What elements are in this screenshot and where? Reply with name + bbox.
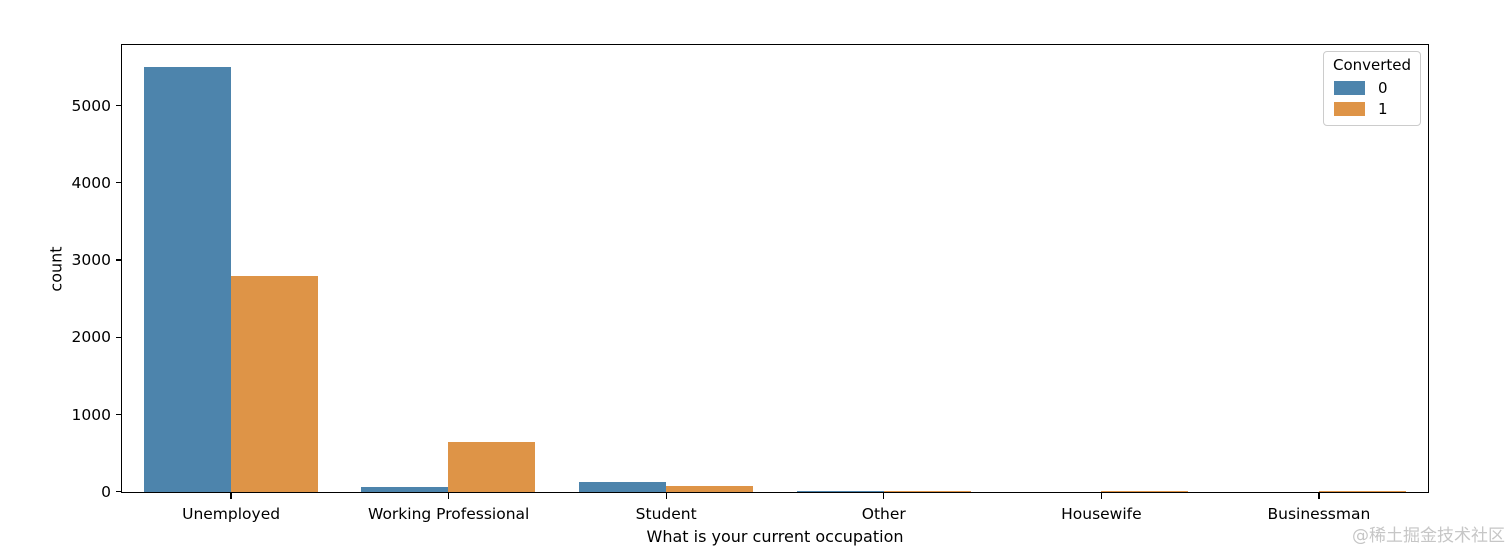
bar-other-series-0 xyxy=(796,491,884,492)
legend-color-patch xyxy=(1334,101,1365,116)
y-tick-label-0: 0 xyxy=(101,482,111,501)
bar-working-professional-series-1 xyxy=(448,441,536,492)
bar-housewife-series-1 xyxy=(1101,491,1189,492)
x-tick-label-businessman: Businessman xyxy=(1267,505,1371,523)
x-axis-label: What is your current occupation xyxy=(646,527,904,546)
y-tick-mark xyxy=(115,182,122,184)
y-tick-mark xyxy=(115,259,122,261)
x-tick-label-housewife: Housewife xyxy=(1061,505,1142,523)
x-tick-mark xyxy=(448,493,450,499)
bar-unemployed-series-1 xyxy=(230,275,318,492)
plot-area xyxy=(121,44,1429,493)
bar-student-series-1 xyxy=(665,485,753,492)
x-tick-label-working-professional: Working Professional xyxy=(368,505,530,523)
legend-entry-label: 1 xyxy=(1378,99,1388,118)
x-tick-mark xyxy=(665,493,667,499)
bar-unemployed-series-0 xyxy=(143,67,231,492)
bar-other-series-1 xyxy=(883,491,971,492)
bar-working-professional-series-0 xyxy=(361,487,449,492)
y-tick-label-3000: 3000 xyxy=(71,251,111,269)
bar-businessman-series-1 xyxy=(1318,491,1406,492)
y-tick-mark xyxy=(115,336,122,338)
legend-row-1: 1 xyxy=(1332,98,1412,119)
x-tick-mark xyxy=(1318,493,1320,499)
y-tick-label-2000: 2000 xyxy=(71,328,111,347)
x-tick-label-unemployed: Unemployed xyxy=(182,505,281,523)
y-tick-label-1000: 1000 xyxy=(71,405,111,424)
x-tick-label-student: Student xyxy=(635,505,697,523)
watermark-text: @稀土掘金技术社区 xyxy=(1352,526,1505,546)
x-tick-mark xyxy=(230,493,232,499)
x-tick-label-other: Other xyxy=(861,505,906,523)
y-tick-mark xyxy=(115,413,122,416)
legend-title: Converted xyxy=(1332,56,1412,74)
x-tick-mark xyxy=(883,493,885,499)
legend-row-0: 0 xyxy=(1332,77,1412,98)
y-tick-label-4000: 4000 xyxy=(71,173,111,192)
y-tick-label-5000: 5000 xyxy=(71,96,111,115)
x-tick-mark xyxy=(1100,493,1102,499)
legend-entry-label: 0 xyxy=(1378,78,1388,97)
bar-student-series-0 xyxy=(578,482,666,492)
y-tick-mark xyxy=(115,104,122,107)
legend-color-patch xyxy=(1334,80,1365,95)
y-tick-mark xyxy=(115,491,122,493)
